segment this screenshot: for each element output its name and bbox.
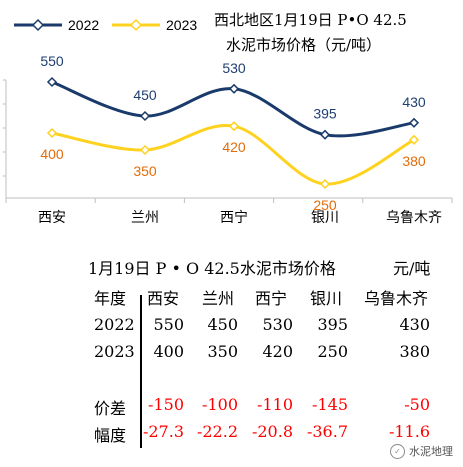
table-cell: -11.6: [388, 422, 430, 441]
data-label-2022: 430: [402, 94, 426, 110]
legend-marker-2022: [31, 18, 45, 32]
legend-item-2022: 2022: [14, 17, 99, 33]
table-cell: -50: [404, 395, 430, 414]
data-point-2022: [319, 129, 331, 140]
table-cell: -27.3: [142, 422, 184, 441]
line-chart: 西安 兰州 西宁 银川 乌鲁木齐 550 450 530 395 430 400 350 420 250…: [3, 11, 453, 226]
table-column-header: 西安: [147, 289, 180, 308]
table-cell: -36.7: [306, 422, 348, 441]
data-label-2023: 420: [222, 139, 246, 155]
wechat-logo-icon: ✓: [390, 443, 405, 459]
x-tick-label: 乌鲁木齐: [386, 210, 442, 226]
legend-label-2022: 2022: [68, 17, 99, 33]
data-label-2022: 450: [133, 87, 157, 103]
x-tick-label: 兰州: [131, 210, 159, 226]
price-table: 1月19日 P • O 42.5水泥市场价格 元/吨年度 西安 兰州 西宁 银川 乌鲁木齐 2…: [88, 255, 452, 455]
data-point-2023: [139, 144, 151, 156]
table-cell: 430: [399, 315, 430, 334]
table-row-label: 幅度: [94, 426, 127, 445]
data-point-2023: [228, 121, 240, 132]
data-label-2023: 350: [133, 163, 157, 179]
table-cell: 550: [153, 315, 184, 334]
table-cell: -20.8: [251, 422, 293, 441]
watermark: ✓ 水泥地理: [390, 443, 453, 459]
table-cell: 450: [207, 315, 238, 334]
data-label-2023: 250: [313, 197, 337, 213]
table-row-label: 2023: [94, 342, 135, 361]
table-row-label: 价差: [94, 399, 127, 418]
axis-layer: 西安 兰州 西宁 银川 乌鲁木齐: [3, 79, 453, 226]
table-cell: 395: [317, 315, 348, 334]
table-column-header: 银川: [310, 289, 343, 308]
legend-item-2023: 2023: [112, 17, 197, 33]
table-cell: -110: [257, 395, 293, 414]
data-label-layer: 550 450 530 395 430 400 350 420 250 380: [40, 53, 426, 213]
chart-title-line-1: 西北地区1月19日 P•O 42.5: [214, 11, 407, 29]
x-tick-label: 西安: [38, 210, 66, 226]
table-cell: 530: [262, 315, 293, 334]
chart-title-line-2: 水泥市场价格（元/吨）: [226, 36, 381, 54]
table-cell: 420: [262, 342, 293, 361]
data-point-2023: [46, 127, 58, 139]
table-column-header: 西宁: [255, 289, 288, 308]
data-label-2023: 380: [402, 153, 426, 169]
table-cell: -145: [312, 395, 348, 414]
data-point-2022: [228, 83, 240, 94]
table-cell: 250: [317, 342, 348, 361]
legend-label-2023: 2023: [166, 17, 197, 33]
data-point-2023: [319, 178, 331, 190]
data-label-2022: 550: [40, 53, 64, 69]
table-unit: 元/吨: [393, 259, 431, 278]
table-divider: [140, 295, 142, 448]
table-cell: -150: [148, 395, 184, 414]
table-column-header: 兰州: [202, 289, 235, 308]
data-label-2022: 395: [313, 106, 337, 122]
table-title: 1月19日 P • O 42.5水泥市场价格: [88, 259, 336, 278]
data-label-2022: 530: [222, 60, 246, 76]
series-layer: [46, 76, 420, 190]
table-header-label: 年度: [94, 289, 127, 308]
table-cell: 350: [207, 342, 238, 361]
legend: 2022 2023: [14, 17, 197, 33]
x-tick-label: 银川: [311, 210, 339, 226]
table-row-label: 2022: [94, 315, 135, 334]
table-column-header: 乌鲁木齐: [364, 289, 429, 308]
table-cell: -100: [202, 395, 238, 414]
x-tick-label: 西宁: [220, 209, 248, 226]
legend-marker-2023: [129, 18, 143, 32]
data-point-2022: [408, 117, 420, 128]
table-cell: 400: [153, 342, 184, 361]
data-point-2023: [408, 134, 420, 145]
watermark-text: 水泥地理: [409, 445, 453, 458]
data-point-2022: [139, 110, 151, 122]
table-cell: 380: [399, 342, 430, 361]
data-point-2022: [46, 76, 58, 88]
table-cell: -22.2: [196, 422, 238, 441]
data-label-2023: 400: [40, 146, 64, 162]
